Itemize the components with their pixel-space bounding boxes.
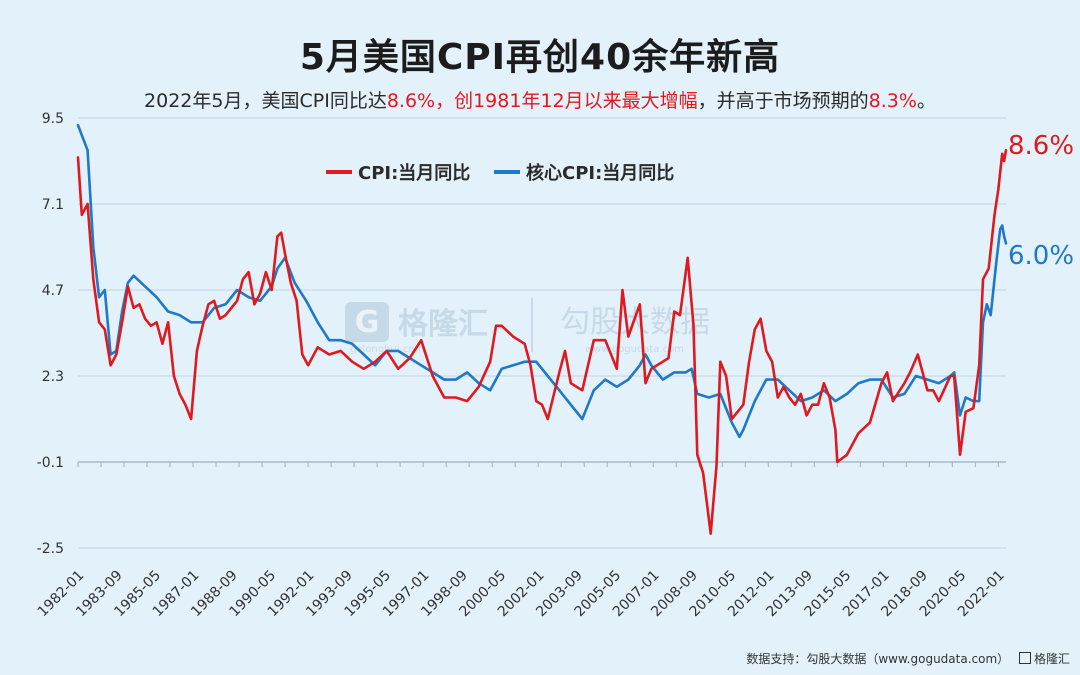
legend-label-core: 核心CPI:当月同比 [526, 162, 674, 184]
legend-label-cpi: CPI:当月同比 [358, 162, 470, 184]
end-label-core: 6.0% [1008, 241, 1074, 271]
y-tick-label: -0.1 [37, 455, 64, 471]
watermark-brand-url: gelonghui.com [350, 344, 424, 355]
data-source: 数据支持：勾股大数据（www.gogudata.com） [746, 652, 1010, 666]
chart-subtitle: 2022年5月，美国CPI同比达8.6%，创1981年12月以来最大增幅，并高于… [0, 86, 1080, 113]
y-tick-label: 2.3 [42, 369, 64, 385]
subtitle-highlight: 8.3% [868, 90, 917, 112]
footer-logo-icon [1018, 652, 1031, 664]
chart-title: 5月美国CPI再创40余年新高 [299, 37, 781, 78]
y-tick-label: 9.5 [42, 111, 64, 127]
footer: 数据支持：勾股大数据（www.gogudata.com） 格隆汇 [746, 650, 1070, 667]
subtitle-part: 。 [916, 90, 936, 112]
subtitle-part: 2022年5月，美国CPI同比达 [144, 90, 387, 112]
watermark-logo [345, 302, 389, 342]
footer-brand: 格隆汇 [1033, 652, 1070, 666]
watermark: G 格隆汇 gelonghui.com 勾股大数据 www.gogudata.c… [345, 298, 710, 355]
watermark-brand: 格隆汇 [398, 307, 488, 342]
end-label-cpi: 8.6% [1008, 131, 1074, 161]
y-tick-label: -2.5 [37, 541, 64, 557]
subtitle-part: ，并高于市场预期的 [697, 90, 869, 112]
y-tick-label: 7.1 [42, 197, 64, 213]
series-line-cpi [76, 149, 1008, 535]
watermark-partner: 勾股大数据 [560, 305, 710, 340]
y-tick-label: 4.7 [42, 283, 64, 299]
watermark-logo-glyph: G [355, 305, 380, 340]
subtitle-highlight: 8.6%，创1981年12月以来最大增幅 [386, 90, 698, 112]
watermark-partner-url: www.gogudata.com [585, 344, 684, 355]
legend: CPI:当月同比 核心CPI:当月同比 [326, 162, 674, 184]
